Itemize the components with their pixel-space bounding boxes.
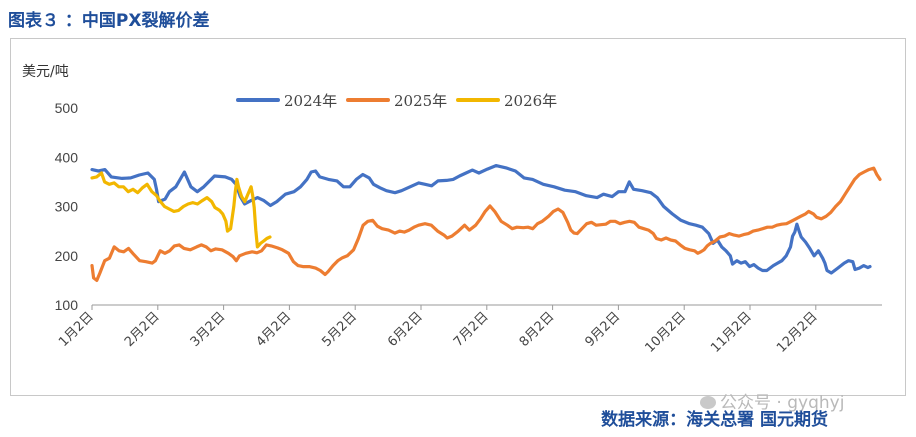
y-tick-label: 500 — [55, 100, 79, 116]
x-tick-label: 10月2日 — [642, 309, 689, 356]
x-tick-label: 12月2日 — [774, 309, 821, 356]
x-tick-label: 5月2日 — [319, 309, 360, 350]
y-tick-label: 200 — [55, 248, 79, 264]
series-line — [90, 166, 882, 282]
y-tick-label: 400 — [55, 149, 79, 165]
wechat-icon — [700, 396, 716, 409]
legend-label: 2025年 — [394, 92, 447, 110]
y-axis-label: 美元/吨 — [22, 64, 69, 80]
data-source: 数据来源：海关总署 国元期货 — [601, 410, 828, 430]
x-tick-label: 2月2日 — [122, 309, 163, 350]
chart-frame — [10, 38, 906, 396]
y-tick-label: 100 — [55, 297, 79, 313]
x-tick-label: 1月2日 — [56, 309, 97, 350]
x-tick-label: 9月2日 — [583, 309, 624, 350]
x-tick-label: 6月2日 — [385, 309, 426, 350]
x-tick-label: 3月2日 — [188, 309, 229, 350]
series-line — [90, 171, 272, 249]
watermark: 公众号 · gyqhyj — [700, 388, 844, 413]
x-tick-label: 11月2日 — [708, 309, 755, 356]
legend-label: 2024年 — [284, 92, 337, 110]
y-tick-label: 300 — [55, 199, 79, 215]
legend-label: 2026年 — [504, 92, 557, 110]
watermark-text: 公众号 · gyqhyj — [720, 393, 845, 413]
page-title: 图表３ ：中国PX裂解价差 — [8, 11, 210, 31]
x-tick-label: 8月2日 — [517, 309, 558, 350]
x-tick-label: 7月2日 — [451, 309, 492, 350]
x-tick-label: 4月2日 — [254, 309, 295, 350]
